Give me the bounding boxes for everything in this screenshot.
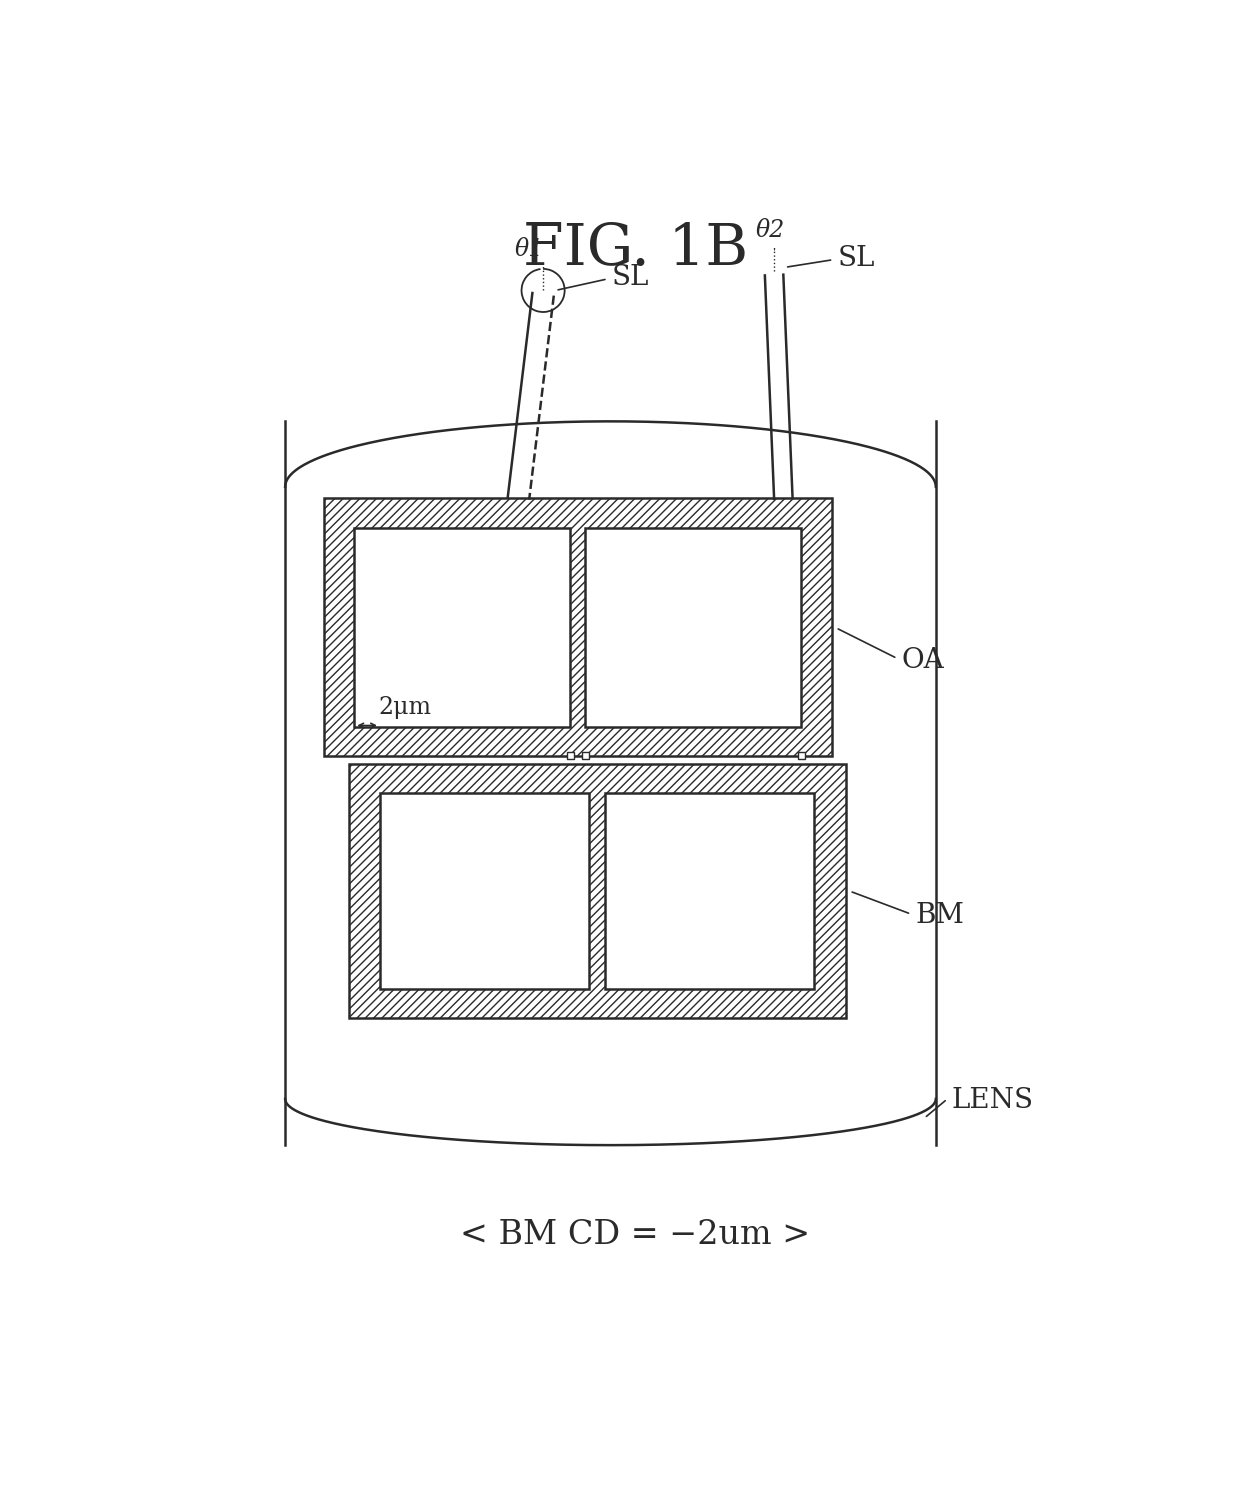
Bar [585,527,801,727]
Text: θ1: θ1 [515,238,544,261]
Bar [799,752,805,760]
Text: 2μm: 2μm [378,696,432,720]
Bar [583,752,589,760]
Bar [567,752,574,760]
Text: LENS: LENS [951,1088,1033,1115]
Text: < BM CD = −2um >: < BM CD = −2um > [460,1219,811,1252]
Bar [355,527,570,727]
Text: BM: BM [915,901,963,930]
Text: θ2: θ2 [755,219,785,241]
Text: OA: OA [901,647,944,673]
Text: FIG. 1B: FIG. 1B [523,221,748,277]
Bar [350,764,846,1018]
Text: SL: SL [837,244,874,271]
Text: SL: SL [611,264,649,291]
Bar [324,498,832,757]
Bar [379,793,589,989]
Bar [605,793,815,989]
